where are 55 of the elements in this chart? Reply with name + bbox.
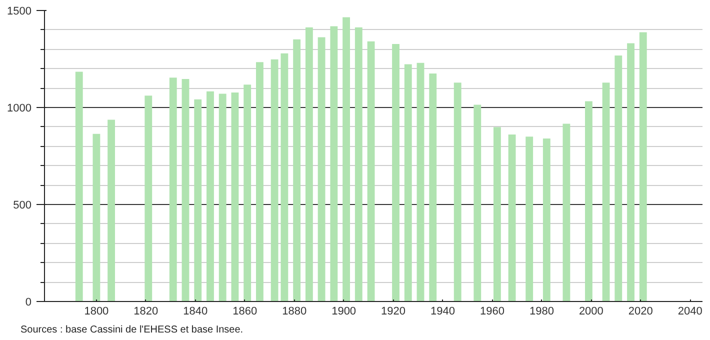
bar bbox=[562, 124, 570, 302]
y-tick-label: 0 bbox=[25, 296, 32, 308]
bar bbox=[280, 53, 288, 302]
x-tick-label: 1840 bbox=[183, 306, 208, 318]
bar bbox=[144, 96, 152, 302]
x-tick-label: 1820 bbox=[134, 306, 158, 318]
bar bbox=[454, 82, 462, 302]
bar bbox=[416, 62, 424, 302]
x-tick-label: 1980 bbox=[529, 306, 554, 318]
y-tick-label: 1500 bbox=[7, 6, 32, 18]
bar bbox=[493, 127, 501, 302]
x-tick-label: 1900 bbox=[332, 306, 356, 318]
bar bbox=[92, 134, 100, 302]
bar bbox=[526, 136, 534, 302]
bar bbox=[318, 37, 326, 302]
bar bbox=[231, 92, 239, 302]
bar bbox=[206, 91, 214, 302]
bar bbox=[542, 138, 550, 302]
bar bbox=[367, 41, 375, 302]
bar bbox=[169, 78, 177, 302]
bar bbox=[293, 39, 301, 302]
bar bbox=[194, 99, 202, 302]
x-tick-label: 1880 bbox=[282, 306, 307, 318]
bar bbox=[244, 84, 252, 302]
bar bbox=[627, 43, 634, 302]
x-tick-label: 2000 bbox=[578, 306, 604, 318]
y-tick-label: 1000 bbox=[7, 102, 32, 114]
bar bbox=[108, 120, 115, 302]
bar bbox=[508, 134, 516, 302]
y-tick-label: 500 bbox=[13, 200, 32, 212]
x-tick-label: 2020 bbox=[628, 306, 653, 318]
bar bbox=[256, 62, 264, 302]
bar bbox=[614, 56, 622, 302]
bar bbox=[182, 78, 190, 302]
bar bbox=[392, 44, 400, 302]
bar bbox=[404, 64, 412, 302]
bar bbox=[218, 94, 226, 302]
bar bbox=[305, 27, 313, 302]
x-tick-label: 1920 bbox=[381, 306, 406, 318]
x-tick-label: 1960 bbox=[480, 306, 504, 318]
bar bbox=[75, 72, 83, 302]
source-note: Sources : base Cassini de l'EHESS et base Insee. bbox=[20, 324, 244, 336]
x-tick-label: 1800 bbox=[84, 306, 109, 318]
bar bbox=[330, 26, 338, 302]
bar bbox=[270, 59, 278, 302]
x-tick-label: 2040 bbox=[678, 306, 702, 318]
bar bbox=[585, 101, 592, 302]
bar bbox=[354, 27, 362, 302]
bar bbox=[429, 74, 437, 302]
bar bbox=[474, 104, 482, 302]
bar bbox=[342, 17, 350, 302]
x-tick-label: 1860 bbox=[232, 306, 258, 318]
bar bbox=[639, 32, 647, 302]
x-tick-label: 1940 bbox=[430, 306, 456, 318]
bar bbox=[602, 82, 610, 302]
